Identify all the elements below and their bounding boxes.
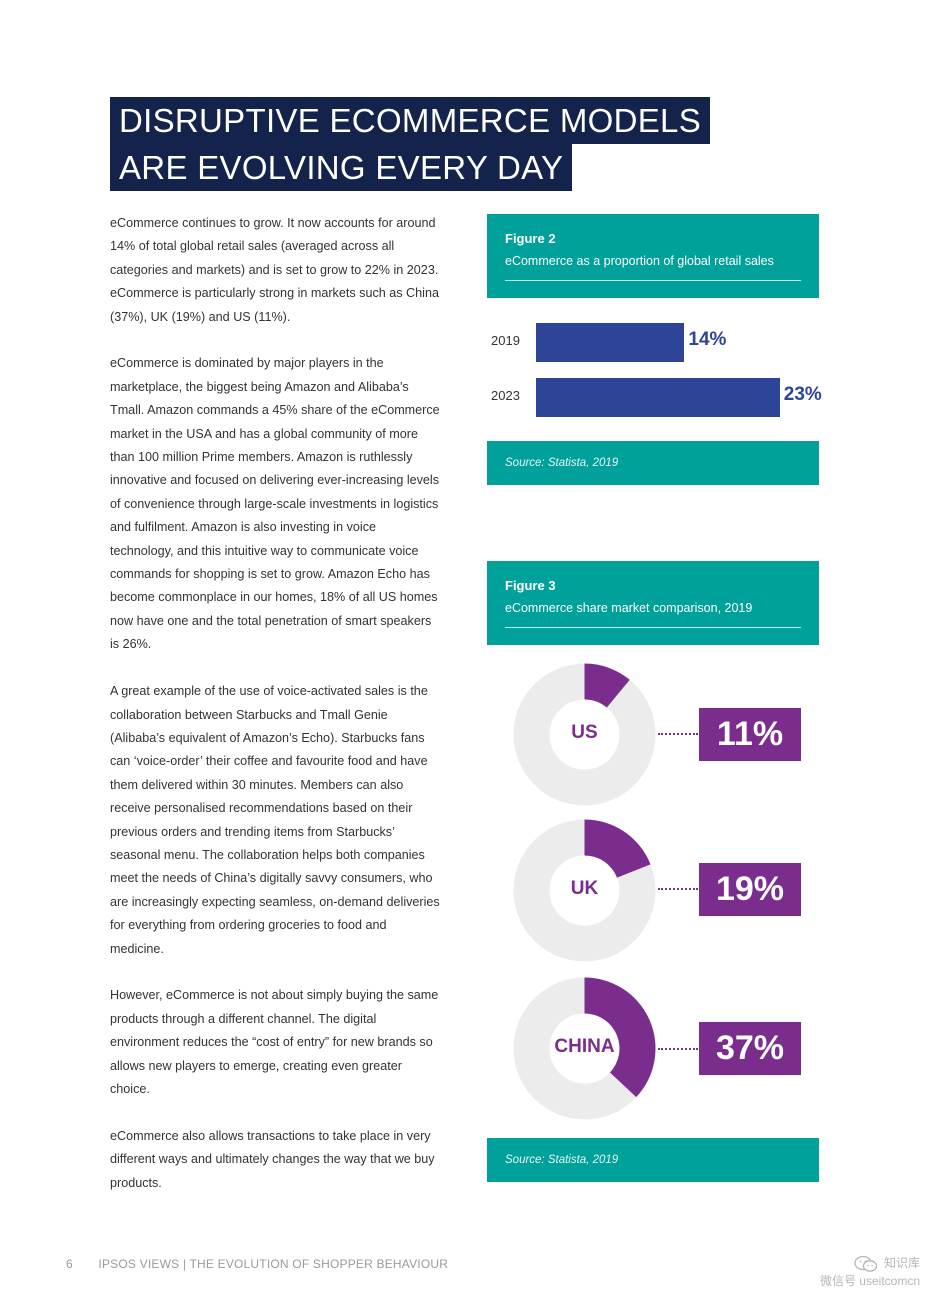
donut-label-uk: UK (570, 878, 599, 899)
watermark-subtitle: 微信号 useitcomcn (819, 1274, 920, 1288)
bar-category-label: 2019 (491, 333, 520, 348)
paragraph-3: A great example of the use of voice-acti… (110, 684, 440, 956)
bar-value-label: 23% (783, 384, 822, 405)
paragraph-1: eCommerce continues to grow. It now acco… (110, 216, 439, 324)
figure-3-title: Figure 3 (505, 578, 556, 593)
watermark: 知识库 微信号 useitcomcn (820, 1255, 920, 1290)
paragraph-5: eCommerce also allows transactions to ta… (110, 1128, 435, 1190)
donut-slice-china (584, 977, 656, 1098)
value-box-us: 11% (699, 708, 801, 761)
watermark-title: 知识库 (883, 1256, 920, 1271)
headline: DISRUPTIVE ECOMMERCE MODELS ARE EVOLVING… (110, 97, 711, 191)
connector-dots (658, 1048, 698, 1050)
figure-2-header: Figure 2 eCommerce as a proportion of gl… (487, 214, 819, 298)
headline-line-2: ARE EVOLVING EVERY DAY (110, 144, 573, 191)
page-footer: 6 IPSOS VIEWS | THE EVOLUTION OF SHOPPER… (66, 1257, 448, 1271)
donut-label-us: US (571, 722, 598, 743)
donut-china (513, 977, 656, 1120)
wechat-icon (854, 1255, 878, 1272)
donut-uk (513, 819, 656, 962)
donut-us (513, 663, 656, 806)
figure-2-subtitle: eCommerce as a proportion of global reta… (505, 252, 801, 281)
article-body: eCommerce continues to grow. It now acco… (110, 212, 440, 1218)
figure-3-source: Source: Statista, 2019 (487, 1138, 819, 1182)
donut-label-china: CHINA (554, 1036, 615, 1057)
donut-slice-us (584, 663, 630, 708)
footer-title: IPSOS VIEWS | THE EVOLUTION OF SHOPPER B… (98, 1257, 449, 1271)
page-number: 6 (66, 1257, 73, 1271)
headline-line-1: DISRUPTIVE ECOMMERCE MODELS (110, 97, 711, 144)
bar-category-label: 2023 (491, 388, 520, 403)
bar-2023 (536, 378, 780, 417)
paragraph-4: However, eCommerce is not about simply b… (110, 988, 439, 1096)
figure-2-title: Figure 2 (505, 231, 556, 246)
figure-2-source: Source: Statista, 2019 (487, 441, 819, 485)
value-box-uk: 19% (699, 863, 801, 916)
connector-dots (658, 888, 698, 890)
connector-dots (658, 733, 698, 735)
paragraph-2: eCommerce is dominated by major players … (110, 356, 440, 652)
bar-value-label: 14% (688, 329, 727, 350)
bar-2019 (536, 323, 685, 362)
figure-3-subtitle: eCommerce share market comparison, 2019 (505, 599, 801, 628)
figure-3-header: Figure 3 eCommerce share market comparis… (487, 561, 819, 645)
donut-slice-uk (584, 819, 651, 878)
value-box-china: 37% (699, 1022, 801, 1075)
